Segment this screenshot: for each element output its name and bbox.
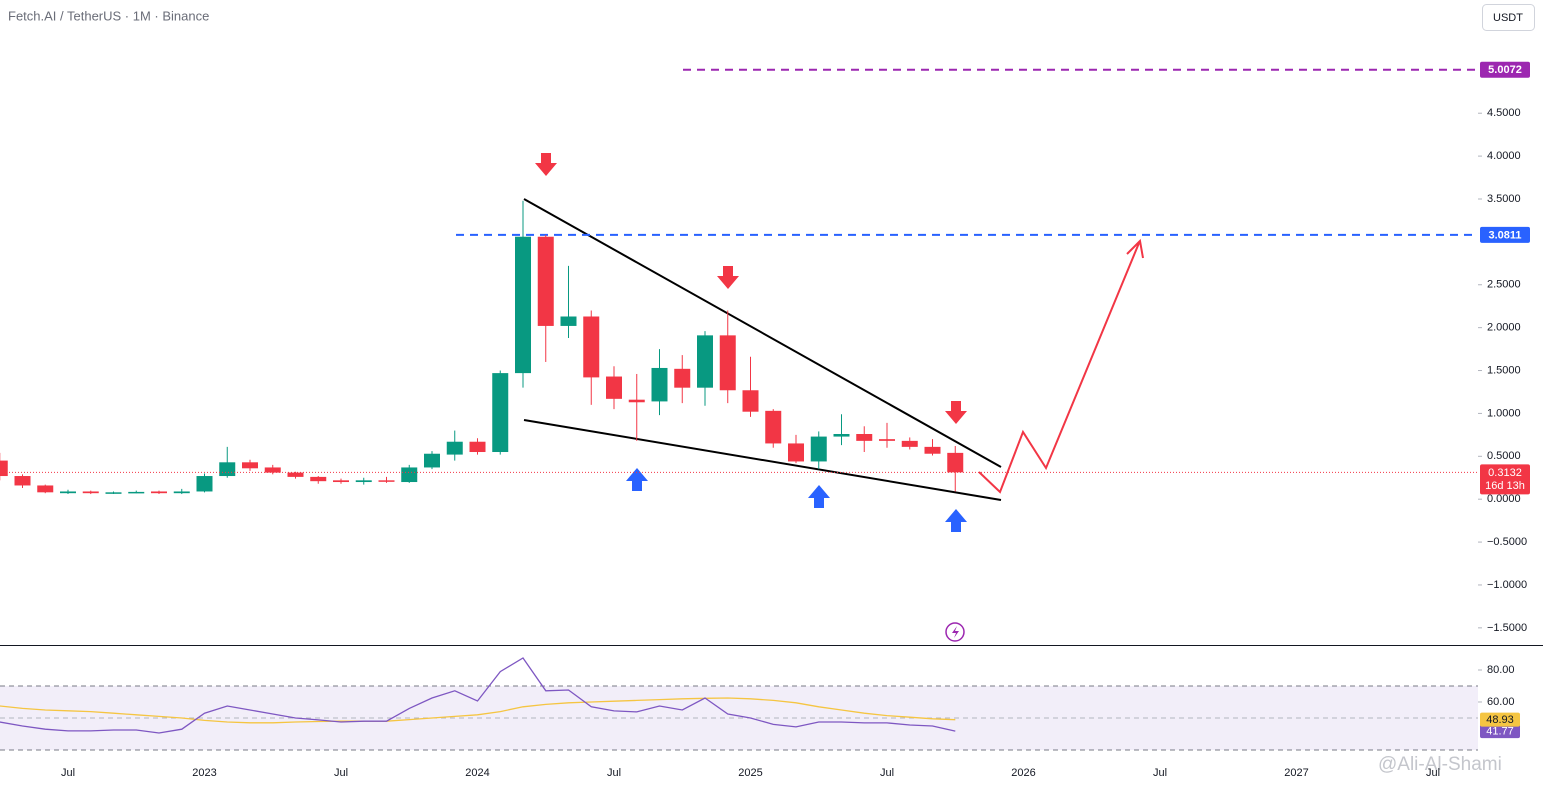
candle-body: [810, 436, 827, 462]
x-tick-label: 2025: [738, 767, 762, 779]
candle-body: [674, 368, 691, 388]
x-tick-label: Jul: [1426, 767, 1440, 779]
x-tick-label: 2026: [1011, 767, 1035, 779]
candle-body: [14, 476, 31, 486]
y-tick-label: 4.0000: [1487, 150, 1521, 162]
y-tick-label: 1.5000: [1487, 364, 1521, 376]
currency-button[interactable]: [1482, 4, 1535, 31]
candle-body: [947, 452, 964, 473]
arrow-up: [945, 509, 967, 532]
candle-body: [128, 491, 145, 494]
currency-label[interactable]: USDT: [1493, 12, 1523, 24]
y-tick-label: 4.5000: [1487, 107, 1521, 119]
price-label: 0.3132: [1488, 467, 1522, 479]
x-tick-label: Jul: [1153, 767, 1167, 779]
candle-body: [37, 485, 54, 493]
arrow-up: [626, 468, 648, 491]
candle-body: [719, 335, 736, 391]
y-tick-label: 0.0000: [1487, 493, 1521, 505]
arrow-down: [535, 153, 557, 176]
y-tick-label: −1.0000: [1487, 579, 1527, 591]
candle-body: [537, 236, 554, 326]
candle-body: [105, 492, 122, 494]
candle-body: [515, 236, 531, 374]
y-tick-label: 2.0000: [1487, 322, 1521, 334]
candle-body: [333, 480, 349, 483]
rsi-label: 41.77: [1486, 726, 1514, 738]
level-label-box: [1480, 226, 1530, 243]
candle-body: [628, 399, 645, 403]
candle-body: [924, 446, 941, 454]
y-tick-label: 3.5000: [1487, 193, 1521, 205]
candle-body: [697, 335, 713, 388]
x-tick-label: 2023: [192, 767, 216, 779]
rsi-line: [0, 697, 956, 724]
watermark: @Ali-Al-Shami: [1378, 754, 1502, 775]
candle-body: [856, 434, 873, 441]
candle-body: [378, 480, 395, 482]
level-label: 3.0811: [1488, 229, 1521, 241]
trendline: [523, 198, 1002, 468]
y-tick-label: 60.00: [1487, 696, 1515, 708]
candle-body: [606, 376, 622, 399]
event-icon-bolt: [952, 626, 959, 638]
candle-body: [173, 491, 190, 494]
x-tick-label: 2027: [1284, 767, 1308, 779]
candle-body: [469, 441, 486, 453]
candle-body: [651, 367, 668, 402]
candle-body: [82, 491, 99, 494]
candle-body: [355, 480, 372, 483]
y-tick-label: 2.5000: [1487, 279, 1521, 291]
candle-body: [560, 316, 577, 326]
candle-body: [287, 472, 304, 477]
candle-body: [310, 476, 327, 482]
arrow-down: [717, 266, 739, 289]
y-tick-label: 0.5000: [1487, 450, 1521, 462]
candle-body: [0, 460, 8, 477]
candle-body: [583, 316, 600, 378]
rsi-label: 48.93: [1486, 714, 1514, 726]
countdown-label: 16d 13h: [1485, 480, 1525, 492]
x-tick-label: 2024: [465, 767, 489, 779]
x-tick-label: Jul: [607, 767, 621, 779]
y-tick-label: 1.0000: [1487, 407, 1521, 419]
candle-body: [492, 373, 509, 453]
candle-body: [151, 491, 167, 494]
price-label-box: [1480, 464, 1530, 495]
candle-body: [219, 462, 236, 477]
candle-body: [788, 443, 804, 462]
candle-body: [833, 434, 850, 437]
x-tick-label: Jul: [880, 767, 894, 779]
trendline: [523, 419, 1002, 501]
chart-title: Fetch.AI / TetherUS · 1M · Binance: [8, 8, 209, 23]
projection: [978, 242, 1140, 494]
candle-body: [401, 467, 418, 483]
rsi-line: [0, 657, 956, 734]
rsi-label-box: [1480, 712, 1520, 727]
candle-body: [424, 453, 440, 468]
candle-body: [446, 441, 463, 455]
candle-body: [765, 410, 782, 444]
candle-body: [879, 439, 895, 441]
x-tick-label: Jul: [61, 767, 75, 779]
candle-body: [901, 440, 918, 447]
candle-body: [242, 462, 258, 469]
projection-head: [1126, 238, 1144, 259]
y-tick-label: 80.00: [1487, 664, 1515, 676]
candle-body: [742, 390, 759, 412]
x-tick-label: Jul: [334, 767, 348, 779]
candle-body: [60, 491, 76, 494]
drawings: [523, 153, 1144, 642]
rsi-label-box: [1480, 724, 1520, 739]
candle-body: [196, 476, 213, 492]
arrow-up: [808, 485, 830, 508]
arrow-down: [945, 401, 967, 424]
level-label: 5.0072: [1488, 64, 1522, 76]
y-tick-label: −0.5000: [1487, 536, 1527, 548]
level-label-box: [1480, 61, 1530, 78]
candle-body: [264, 467, 281, 473]
y-tick-label: −1.5000: [1487, 622, 1527, 634]
